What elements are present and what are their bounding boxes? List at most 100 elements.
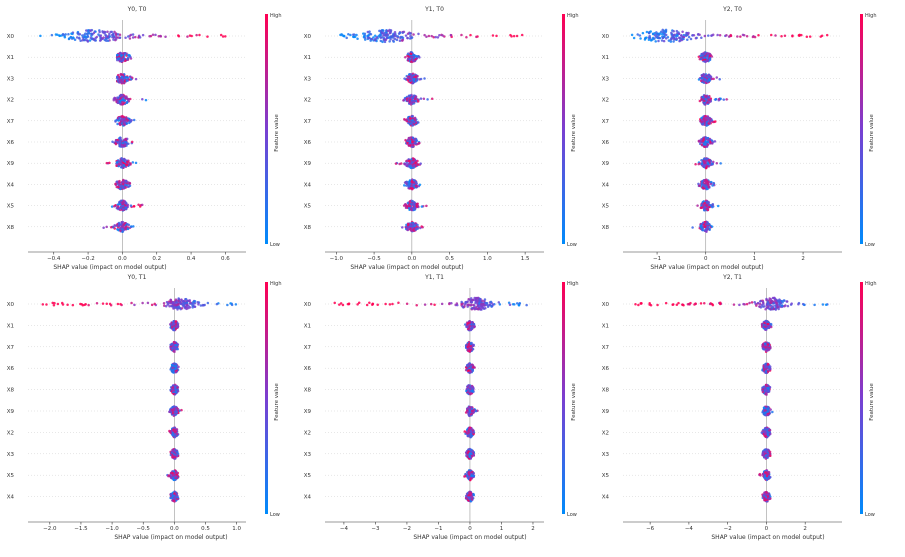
- shap-point: [67, 33, 70, 36]
- shap-point: [164, 35, 167, 38]
- shap-point: [456, 302, 459, 305]
- shap-point: [657, 33, 660, 36]
- shap-point: [184, 302, 187, 305]
- shap-point: [124, 37, 127, 40]
- shap-point: [128, 224, 131, 227]
- shap-point: [139, 205, 142, 208]
- shap-point: [412, 119, 415, 122]
- shap-point: [631, 34, 634, 37]
- shap-point: [172, 389, 175, 392]
- shap-point: [408, 73, 411, 76]
- shap-point: [348, 302, 351, 305]
- shap-point: [413, 165, 416, 168]
- shap-point: [172, 329, 175, 332]
- shap-point: [124, 140, 127, 143]
- shap-point: [352, 33, 355, 36]
- shap-point: [490, 301, 493, 304]
- shap-point: [706, 179, 709, 182]
- colorbar-title: Feature value: [274, 383, 280, 421]
- shap-point: [711, 225, 714, 228]
- shap-point: [413, 57, 416, 60]
- shap-point: [115, 32, 118, 35]
- shap-point: [99, 39, 102, 42]
- shap-point: [707, 183, 710, 186]
- shap-point: [409, 78, 412, 81]
- shap-point: [90, 37, 93, 40]
- shap-point: [113, 35, 116, 38]
- shap-point: [411, 141, 414, 144]
- shap-point: [174, 303, 177, 306]
- shap-point: [120, 157, 123, 160]
- shap-point: [702, 222, 705, 225]
- shap-point: [231, 304, 234, 307]
- shap-point: [398, 163, 401, 166]
- shap-point: [72, 36, 75, 39]
- shap-point: [206, 35, 209, 38]
- shap-point: [657, 40, 660, 43]
- shap-point: [411, 123, 414, 126]
- shap-point: [703, 57, 706, 60]
- shap-point: [417, 226, 420, 229]
- shap-point: [125, 138, 128, 141]
- shap-point: [406, 55, 409, 58]
- shap-point: [650, 39, 653, 42]
- shap-point: [423, 34, 426, 37]
- shap-point: [349, 34, 352, 37]
- shap-point: [464, 323, 467, 326]
- feature-label: X9: [304, 161, 312, 167]
- shap-point: [752, 36, 755, 39]
- x-tick-label: −0.5: [367, 256, 381, 262]
- shap-point: [111, 205, 114, 208]
- shap-point: [148, 35, 151, 38]
- shap-point: [123, 123, 126, 126]
- shap-point: [121, 76, 124, 79]
- shap-point: [416, 79, 419, 82]
- feature-label: X3: [7, 76, 15, 82]
- shap-point: [78, 37, 81, 40]
- shap-point: [479, 300, 482, 303]
- shap-point: [176, 495, 179, 498]
- shap-point: [467, 390, 470, 393]
- shap-point: [198, 34, 201, 37]
- shap-point: [466, 300, 469, 303]
- shap-point: [105, 226, 108, 229]
- shap-point: [725, 98, 728, 101]
- shap-point: [380, 30, 383, 32]
- shap-point: [703, 161, 706, 164]
- shap-point: [423, 97, 426, 100]
- feature-label: X2: [7, 430, 14, 436]
- shap-point: [714, 140, 717, 143]
- shap-point: [420, 97, 423, 100]
- panel-title: Y0, T1: [127, 274, 147, 281]
- shap-point: [470, 329, 473, 332]
- shap-point: [718, 78, 721, 81]
- colorbar-gradient: [265, 14, 268, 244]
- shap-point: [120, 163, 123, 166]
- shap-point: [412, 54, 415, 57]
- shap-point: [172, 371, 175, 374]
- shap-point: [417, 33, 420, 36]
- shap-point: [130, 204, 133, 207]
- shap-point: [784, 34, 787, 37]
- shap-point: [415, 161, 418, 164]
- shap-point: [703, 137, 706, 140]
- colorbar-high-label: High: [270, 13, 282, 19]
- shap-point: [472, 431, 475, 434]
- shap-point: [102, 226, 105, 229]
- shap-point: [416, 55, 419, 58]
- shap-point: [88, 32, 91, 35]
- shap-point: [121, 145, 124, 148]
- shap-point: [174, 433, 177, 436]
- shap-point: [413, 207, 416, 210]
- panel-title: Y1, T0: [424, 6, 444, 13]
- shap-point: [112, 38, 115, 41]
- shap-point: [391, 303, 394, 306]
- shap-point: [177, 386, 180, 389]
- shap-point: [403, 77, 406, 80]
- x-tick-label: −1.0: [105, 526, 119, 532]
- shap-point: [415, 185, 418, 188]
- feature-label: X2: [602, 98, 609, 104]
- shap-point: [707, 186, 710, 189]
- shap-point: [381, 41, 384, 44]
- shap-point: [725, 34, 728, 37]
